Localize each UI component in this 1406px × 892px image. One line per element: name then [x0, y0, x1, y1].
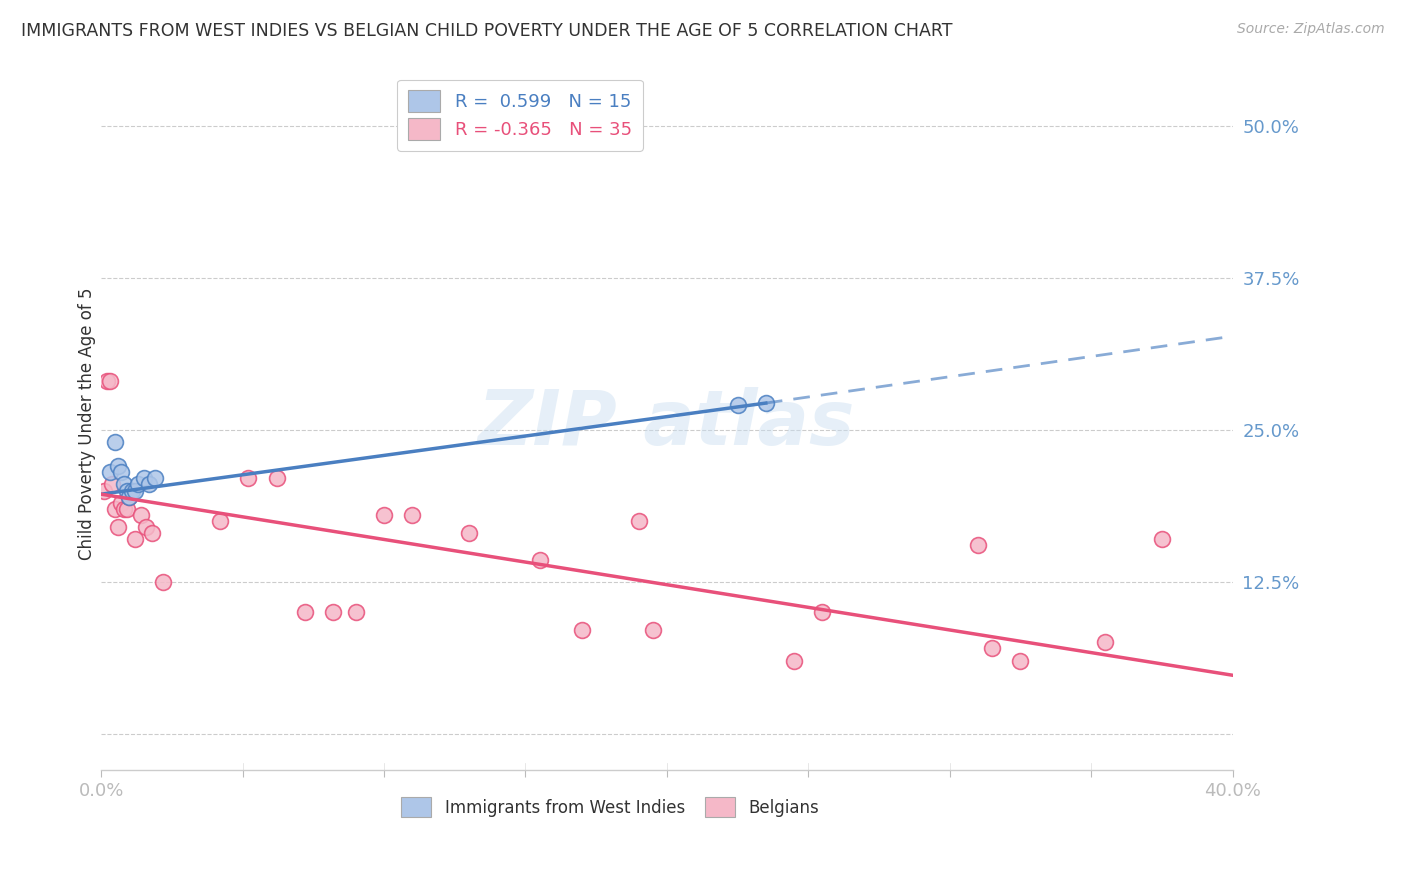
Point [373, 508, 395, 522]
Text: ZIP atlas: ZIP atlas [478, 387, 856, 461]
Y-axis label: Child Poverty Under the Age of 5: Child Poverty Under the Age of 5 [79, 287, 96, 560]
Point [1150, 532, 1173, 546]
Point [1094, 635, 1116, 649]
Point [132, 471, 155, 485]
Point [129, 508, 152, 522]
Text: Source: ZipAtlas.com: Source: ZipAtlas.com [1237, 22, 1385, 37]
Point [967, 538, 990, 552]
Point [98, 466, 121, 480]
Point [107, 459, 129, 474]
Point [1010, 654, 1032, 668]
Point [104, 501, 127, 516]
Point [755, 396, 778, 410]
Point [627, 514, 650, 528]
Point [457, 526, 479, 541]
Point [115, 501, 138, 516]
Point [138, 477, 160, 491]
Point [110, 466, 132, 480]
Point [294, 605, 316, 619]
Point [529, 553, 551, 567]
Point [571, 624, 593, 638]
Point [322, 605, 344, 619]
Legend: Immigrants from West Indies, Belgians: Immigrants from West Indies, Belgians [395, 790, 825, 824]
Point [121, 483, 143, 498]
Point [641, 624, 664, 638]
Point [93, 483, 115, 498]
Point [141, 526, 163, 541]
Point [107, 520, 129, 534]
Point [112, 477, 135, 491]
Point [981, 641, 1004, 656]
Point [124, 532, 146, 546]
Point [811, 605, 834, 619]
Point [152, 574, 174, 589]
Text: IMMIGRANTS FROM WEST INDIES VS BELGIAN CHILD POVERTY UNDER THE AGE OF 5 CORRELAT: IMMIGRANTS FROM WEST INDIES VS BELGIAN C… [21, 22, 953, 40]
Point [118, 490, 141, 504]
Point [104, 434, 127, 449]
Point [401, 508, 423, 522]
Point [208, 514, 231, 528]
Point [115, 483, 138, 498]
Point [110, 496, 132, 510]
Point [112, 501, 135, 516]
Point [135, 520, 157, 534]
Point [98, 374, 121, 388]
Point [344, 605, 367, 619]
Point [96, 374, 118, 388]
Point [727, 399, 749, 413]
Point [143, 471, 166, 485]
Point [127, 477, 149, 491]
Point [118, 490, 141, 504]
Point [238, 471, 260, 485]
Point [101, 477, 124, 491]
Point [124, 483, 146, 498]
Point [783, 654, 806, 668]
Point [266, 471, 288, 485]
